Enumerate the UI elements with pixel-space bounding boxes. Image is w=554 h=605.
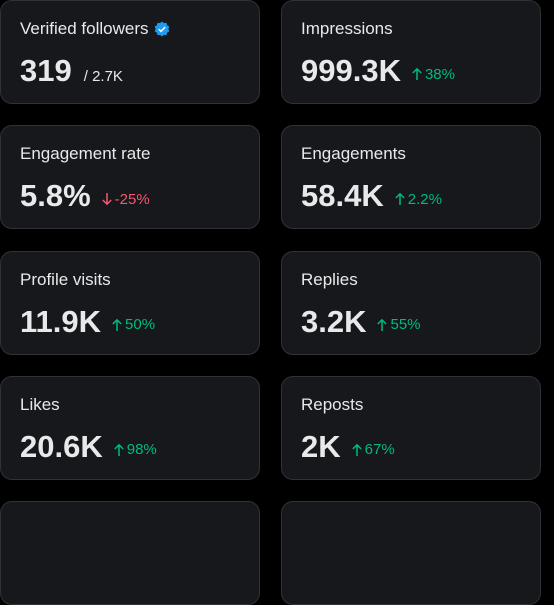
card-label: Verified followers (20, 19, 149, 38)
card-label-row: Replies (301, 269, 358, 291)
card-value: 2K (301, 428, 341, 464)
change-text: 38% (424, 65, 455, 83)
arrow-up (112, 318, 122, 331)
card-value-row: 5.8% -25% (20, 178, 150, 214)
card-value-row: 319 / 2.7K (20, 53, 123, 89)
change-text: 98% (126, 441, 157, 459)
stat-card: Engagement rate 5.8% -25% (0, 125, 260, 230)
card-label-row: Impressions (301, 18, 393, 40)
card-value-row: 3.2K 55% (301, 304, 421, 340)
arrow-up (114, 443, 124, 456)
arrow-down (101, 193, 112, 206)
change-text: 50% (125, 316, 156, 334)
verified-badge (154, 21, 169, 37)
card-value: 319 (20, 53, 72, 88)
card-total: / 2.7K (83, 68, 123, 85)
card-change: 67% (351, 441, 395, 458)
card-label-row: Reposts (301, 394, 363, 416)
arrow-up (412, 67, 422, 80)
card-value: 20.6K (20, 428, 103, 464)
card-label-row: Engagement rate (20, 143, 150, 165)
card-change: 50% (111, 316, 155, 333)
card-label: Impressions (301, 19, 393, 38)
change-text: 67% (364, 441, 395, 459)
card-change: 55% (376, 316, 421, 334)
arrow-up (395, 193, 405, 206)
change-text: 55% (390, 316, 421, 334)
card-label: Likes (20, 394, 60, 414)
stat-card: Replies 3.2K 55% (281, 250, 541, 355)
analytics-page: Verified followers 319 / 2.7K Impressions 99… (0, 0, 541, 605)
card-value-row: 999.3K 38% (301, 53, 455, 89)
card-label: Replies (301, 269, 358, 289)
card-label-row: Engagements (301, 143, 406, 165)
card-value-row: 2K 67% (301, 429, 395, 465)
card-value: 999.3K (301, 53, 401, 88)
arrow-up (351, 443, 362, 456)
card-value: 58.4K (301, 178, 384, 214)
card-value: 11.9K (20, 303, 102, 339)
stat-card: Engagements 58.4K 2.2% (281, 125, 541, 230)
stat-card: Profile visits 11.9K 50% (0, 250, 260, 355)
card-value-row: 58.4K 2.2% (301, 178, 442, 214)
card-label-row: Likes (20, 394, 60, 416)
stat-card: Verified followers 319 / 2.7K (0, 0, 260, 104)
card-change: 38% (411, 66, 455, 83)
arrow-up (377, 318, 388, 331)
card-value-row: 20.6K 98% (20, 429, 157, 465)
stat-card: Impressions 999.3K 38% (281, 0, 541, 104)
card-label: Reposts (301, 394, 364, 414)
card-partial (281, 501, 541, 605)
card-value-row: 11.9K 50% (20, 304, 155, 340)
change-text: -25% (114, 190, 150, 208)
stat-card: Reposts 2K 67% (281, 375, 541, 480)
card-label: Engagement rate (20, 144, 151, 164)
card-label: Engagements (301, 144, 406, 164)
card-label-row: Verified followers (20, 18, 170, 40)
card-change: -25% (101, 191, 150, 208)
card-label-row: Profile visits (20, 269, 111, 291)
card-value: 3.2K (301, 303, 367, 339)
stat-card: Likes 20.6K 98% (0, 375, 260, 480)
card-label: Profile visits (20, 269, 111, 289)
card-change: 98% (113, 441, 157, 458)
change-text: 2.2% (407, 190, 442, 208)
card-change: 2.2% (394, 191, 442, 208)
card-value: 5.8% (20, 178, 91, 214)
card-partial (0, 501, 260, 605)
